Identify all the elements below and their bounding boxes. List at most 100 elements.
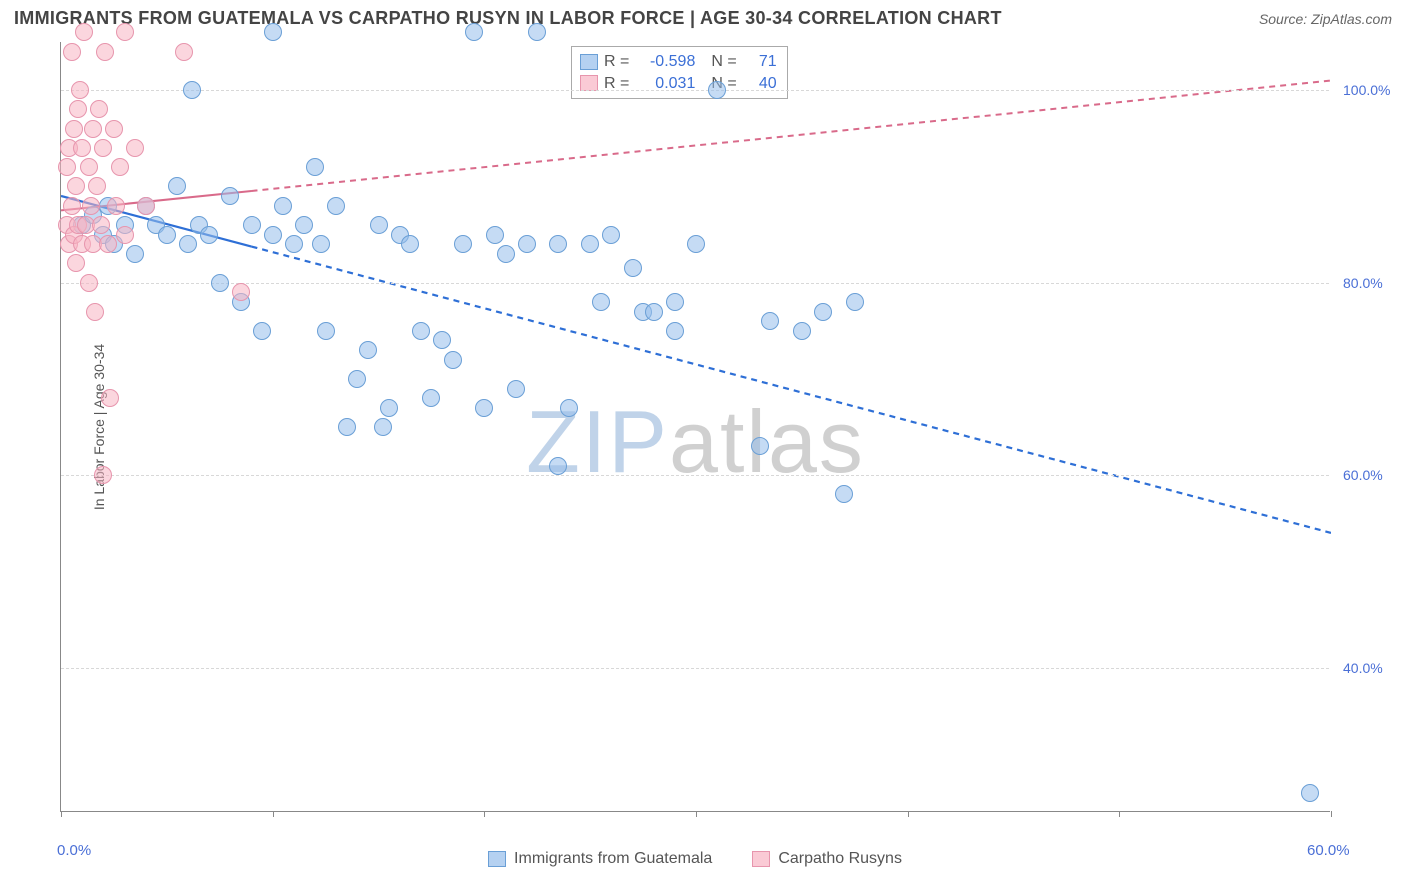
data-point <box>126 139 144 157</box>
data-point <box>475 399 493 417</box>
data-point <box>549 235 567 253</box>
data-point <box>581 235 599 253</box>
data-point <box>422 389 440 407</box>
data-point <box>211 274 229 292</box>
y-tick-label: 40.0% <box>1343 660 1383 676</box>
n-label: N = <box>711 51 736 73</box>
data-point <box>232 283 250 301</box>
plot-container: In Labor Force | Age 30-34 ZIPatlas R = … <box>60 42 1390 812</box>
legend-item-blue: Immigrants from Guatemala <box>488 850 712 868</box>
data-point <box>401 235 419 253</box>
data-point <box>82 197 100 215</box>
trend-lines <box>61 42 1331 812</box>
data-point <box>105 120 123 138</box>
data-point <box>592 293 610 311</box>
data-point <box>465 23 483 41</box>
data-point <box>168 177 186 195</box>
legend-label-blue: Immigrants from Guatemala <box>514 850 712 868</box>
data-point <box>253 322 271 340</box>
r-value-blue: -0.598 <box>635 51 695 73</box>
data-point <box>200 226 218 244</box>
data-point <box>183 81 201 99</box>
data-point <box>107 197 125 215</box>
data-point <box>221 187 239 205</box>
data-point <box>338 418 356 436</box>
data-point <box>116 23 134 41</box>
correlation-legend: R = -0.598 N = 71 R = 0.031 N = 40 <box>571 46 788 99</box>
data-point <box>380 399 398 417</box>
data-point <box>137 197 155 215</box>
data-point <box>84 120 102 138</box>
data-point <box>264 226 282 244</box>
data-point <box>158 226 176 244</box>
legend-label-pink: Carpatho Rusyns <box>778 850 902 868</box>
data-point <box>92 216 110 234</box>
data-point <box>99 235 117 253</box>
data-point <box>645 303 663 321</box>
gridline <box>61 668 1329 669</box>
r-label: R = <box>604 51 629 73</box>
data-point <box>90 100 108 118</box>
data-point <box>412 322 430 340</box>
data-point <box>101 389 119 407</box>
x-tick <box>908 811 909 817</box>
data-point <box>71 81 89 99</box>
data-point <box>69 100 87 118</box>
data-point <box>560 399 578 417</box>
gridline <box>61 90 1329 91</box>
data-point <box>602 226 620 244</box>
data-point <box>761 312 779 330</box>
data-point <box>433 331 451 349</box>
data-point <box>73 139 91 157</box>
data-point <box>708 81 726 99</box>
data-point <box>80 158 98 176</box>
data-point <box>80 274 98 292</box>
data-point <box>58 158 76 176</box>
data-point <box>179 235 197 253</box>
n-value-blue: 71 <box>743 51 777 73</box>
data-point <box>359 341 377 359</box>
data-point <box>116 226 134 244</box>
y-tick-label: 80.0% <box>1343 275 1383 291</box>
data-point <box>126 245 144 263</box>
legend-row-blue: R = -0.598 N = 71 <box>580 51 777 73</box>
data-point <box>814 303 832 321</box>
data-point <box>835 485 853 503</box>
data-point <box>348 370 366 388</box>
data-point <box>243 216 261 234</box>
x-tick <box>1331 811 1332 817</box>
swatch-blue-icon <box>580 54 598 70</box>
data-point <box>444 351 462 369</box>
data-point <box>624 259 642 277</box>
data-point <box>65 120 83 138</box>
data-point <box>306 158 324 176</box>
data-point <box>317 322 335 340</box>
legend-item-pink: Carpatho Rusyns <box>752 850 902 868</box>
data-point <box>63 197 81 215</box>
data-point <box>507 380 525 398</box>
x-tick <box>1119 811 1120 817</box>
y-tick-label: 60.0% <box>1343 467 1383 483</box>
data-point <box>327 197 345 215</box>
plot-area: ZIPatlas R = -0.598 N = 71 R = 0.031 N =… <box>60 42 1330 812</box>
data-point <box>75 23 93 41</box>
source-label: Source: ZipAtlas.com <box>1259 11 1392 27</box>
data-point <box>374 418 392 436</box>
data-point <box>67 177 85 195</box>
swatch-pink-icon <box>752 851 770 867</box>
data-point <box>666 293 684 311</box>
x-tick <box>273 811 274 817</box>
data-point <box>497 245 515 263</box>
data-point <box>96 43 114 61</box>
data-point <box>295 216 313 234</box>
data-point <box>67 254 85 272</box>
data-point <box>88 177 106 195</box>
data-point <box>63 43 81 61</box>
x-tick <box>61 811 62 817</box>
data-point <box>666 322 684 340</box>
data-point <box>370 216 388 234</box>
data-point <box>94 466 112 484</box>
chart-title: IMMIGRANTS FROM GUATEMALA VS CARPATHO RU… <box>14 8 1002 29</box>
data-point <box>274 197 292 215</box>
data-point <box>285 235 303 253</box>
